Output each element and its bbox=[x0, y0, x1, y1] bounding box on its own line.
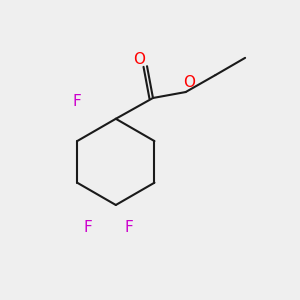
Text: F: F bbox=[83, 220, 92, 235]
Text: F: F bbox=[73, 94, 82, 110]
Text: O: O bbox=[183, 75, 195, 90]
Text: O: O bbox=[133, 52, 145, 67]
Text: F: F bbox=[125, 220, 134, 235]
